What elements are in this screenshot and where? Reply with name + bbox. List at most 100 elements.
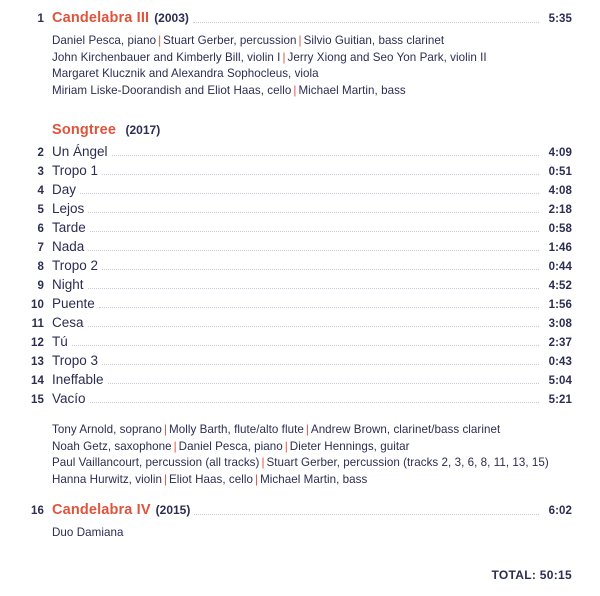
credit-text: Silvio Guitian, bass clarinet: [303, 34, 445, 47]
credit-text: Molly Barth, flute/alto flute: [169, 423, 304, 436]
credit-text: Stuart Gerber, percussion (tracks 2, 3, …: [266, 456, 549, 469]
work-title: Candelabra IV: [52, 502, 151, 518]
track-title-wrap: Ineffable: [52, 372, 542, 387]
track-number: 6: [37, 223, 44, 235]
track-duration: 5:35: [548, 13, 572, 25]
credit-separator: |: [173, 439, 177, 453]
track-title-wrap: Tropo 2: [52, 258, 542, 273]
credit-separator: |: [298, 34, 302, 47]
track-row: 13 Tropo 3 0:43: [18, 353, 572, 371]
credit-text: John Kirchenbauer and Kimberly Bill, vio…: [52, 50, 281, 64]
track-number: 8: [37, 261, 44, 273]
track-duration: 2:18: [548, 204, 572, 216]
credit-separator: |: [163, 472, 168, 486]
songtree-track-list: 2 Un Ángel 4:09 3 Tropo 1 0:51 4 Day 4:0…: [18, 144, 572, 409]
track-row: 6 Tarde 0:58: [18, 220, 572, 238]
credit-text: Stuart Gerber, percussion: [163, 34, 297, 47]
credit-text: Daniel Pesca, piano: [178, 439, 283, 453]
credit-text: Daniel Pesca, piano: [52, 34, 157, 47]
track-row: 5 Lejos 2:18: [18, 201, 572, 219]
track-number: 3: [37, 166, 44, 178]
leader-dots: [102, 359, 539, 365]
track-row: 10 Puente 1:56: [18, 296, 572, 314]
track-title: Puente: [52, 296, 95, 311]
credit-line: Hanna Hurwitz, violin | Eliot Haas, cello |…: [52, 472, 572, 489]
leader-dots: [192, 17, 539, 23]
track-number: 4: [37, 185, 44, 197]
credit-text: Michael Martin, bass: [260, 472, 368, 486]
credit-separator: |: [305, 423, 309, 436]
track-number: 7: [37, 242, 44, 254]
credit-text: Duo Damiana: [52, 526, 124, 539]
spacer: [18, 488, 572, 502]
track-duration: 6:02: [548, 505, 572, 517]
leader-dots: [80, 188, 539, 194]
track-title: Tropo 3: [52, 353, 99, 368]
total-value: 50:15: [539, 567, 572, 582]
credit-text: Dieter Hennings, guitar: [289, 439, 410, 453]
total-duration: TOTAL: 50:15: [18, 568, 572, 582]
track-title-wrap: Vacío: [52, 391, 542, 406]
track-title-wrap: Nada: [52, 239, 542, 254]
leader-dots: [88, 207, 539, 213]
credit-text: Tony Arnold, soprano: [52, 423, 162, 436]
track-duration: 1:56: [548, 299, 572, 311]
track-row: 4 Day 4:08: [18, 182, 572, 200]
leader-dots: [87, 321, 539, 327]
work-row: 16 Candelabra IV (2015) 6:02: [18, 502, 572, 518]
track-duration: 4:52: [548, 280, 572, 292]
leader-dots: [102, 169, 539, 175]
track-duration: 0:51: [548, 166, 572, 178]
work-title-wrap: Candelabra III (2003): [52, 10, 542, 26]
track-number: 11: [31, 318, 44, 330]
track-number: 14: [31, 375, 44, 387]
track-number: 1: [37, 13, 44, 25]
credit-line: Daniel Pesca, piano | Stuart Gerber, percu…: [52, 33, 572, 50]
track-duration: 1:46: [548, 242, 572, 254]
track-number: 10: [31, 299, 44, 311]
track-duration: 2:37: [548, 337, 572, 349]
work-title-wrap: Candelabra IV (2015): [52, 502, 542, 518]
credit-separator: |: [158, 34, 162, 47]
track-duration: 4:08: [548, 185, 572, 197]
credit-text: Hanna Hurwitz, violin: [52, 472, 162, 486]
credit-separator: |: [293, 83, 297, 97]
track-row: 3 Tropo 1 0:51: [18, 163, 572, 181]
leader-dots: [87, 283, 539, 289]
credit-text: Michael Martin, bass: [298, 83, 406, 97]
leader-dots: [89, 397, 539, 403]
track-title: Tropo 1: [52, 163, 99, 178]
leader-dots: [98, 302, 539, 308]
leader-dots: [102, 264, 539, 270]
track-row: 9 Night 4:52: [18, 277, 572, 295]
track-title-wrap: Tarde: [52, 220, 542, 235]
section-title: Songtree: [52, 122, 117, 138]
credit-text: Andrew Brown, clarinet/bass clarinet: [310, 423, 501, 436]
credit-line: Margaret Klucznik and Alexandra Sophocle…: [52, 66, 572, 83]
work-row: 1 Candelabra III (2003) 5:35: [18, 10, 572, 26]
credit-line: Noah Getz, saxophone | Daniel Pesca, piano…: [52, 439, 572, 456]
track-title-wrap: Cesa: [52, 315, 542, 330]
credit-text: Jerry Xiong and Seo Yon Park, violin II: [287, 50, 487, 64]
track-number: 16: [31, 505, 44, 517]
track-title: Cesa: [52, 315, 84, 330]
track-duration: 4:09: [548, 147, 572, 159]
section-header-songtree: Songtree (2017): [52, 121, 572, 139]
track-title: Tú: [52, 334, 68, 349]
track-title: Tarde: [52, 220, 86, 235]
track-title-wrap: Tropo 1: [52, 163, 542, 178]
track-row: 8 Tropo 2 0:44: [18, 258, 572, 276]
track-title-wrap: Night: [52, 277, 542, 292]
credit-text: Paul Vaillancourt, percussion (all track…: [52, 456, 260, 469]
leader-dots: [89, 226, 539, 232]
track-duration: 0:44: [548, 261, 572, 273]
credit-text: Noah Getz, saxophone: [52, 439, 172, 453]
track-duration: 5:04: [548, 375, 572, 387]
credit-separator: |: [255, 472, 259, 486]
leader-dots: [71, 340, 539, 346]
credit-line: John Kirchenbauer and Kimberly Bill, vio…: [52, 50, 572, 67]
track-row: 2 Un Ángel 4:09: [18, 144, 572, 162]
credit-line: Miriam Liske-Doorandish and Eliot Haas, …: [52, 83, 572, 100]
track-number: 5: [37, 204, 44, 216]
